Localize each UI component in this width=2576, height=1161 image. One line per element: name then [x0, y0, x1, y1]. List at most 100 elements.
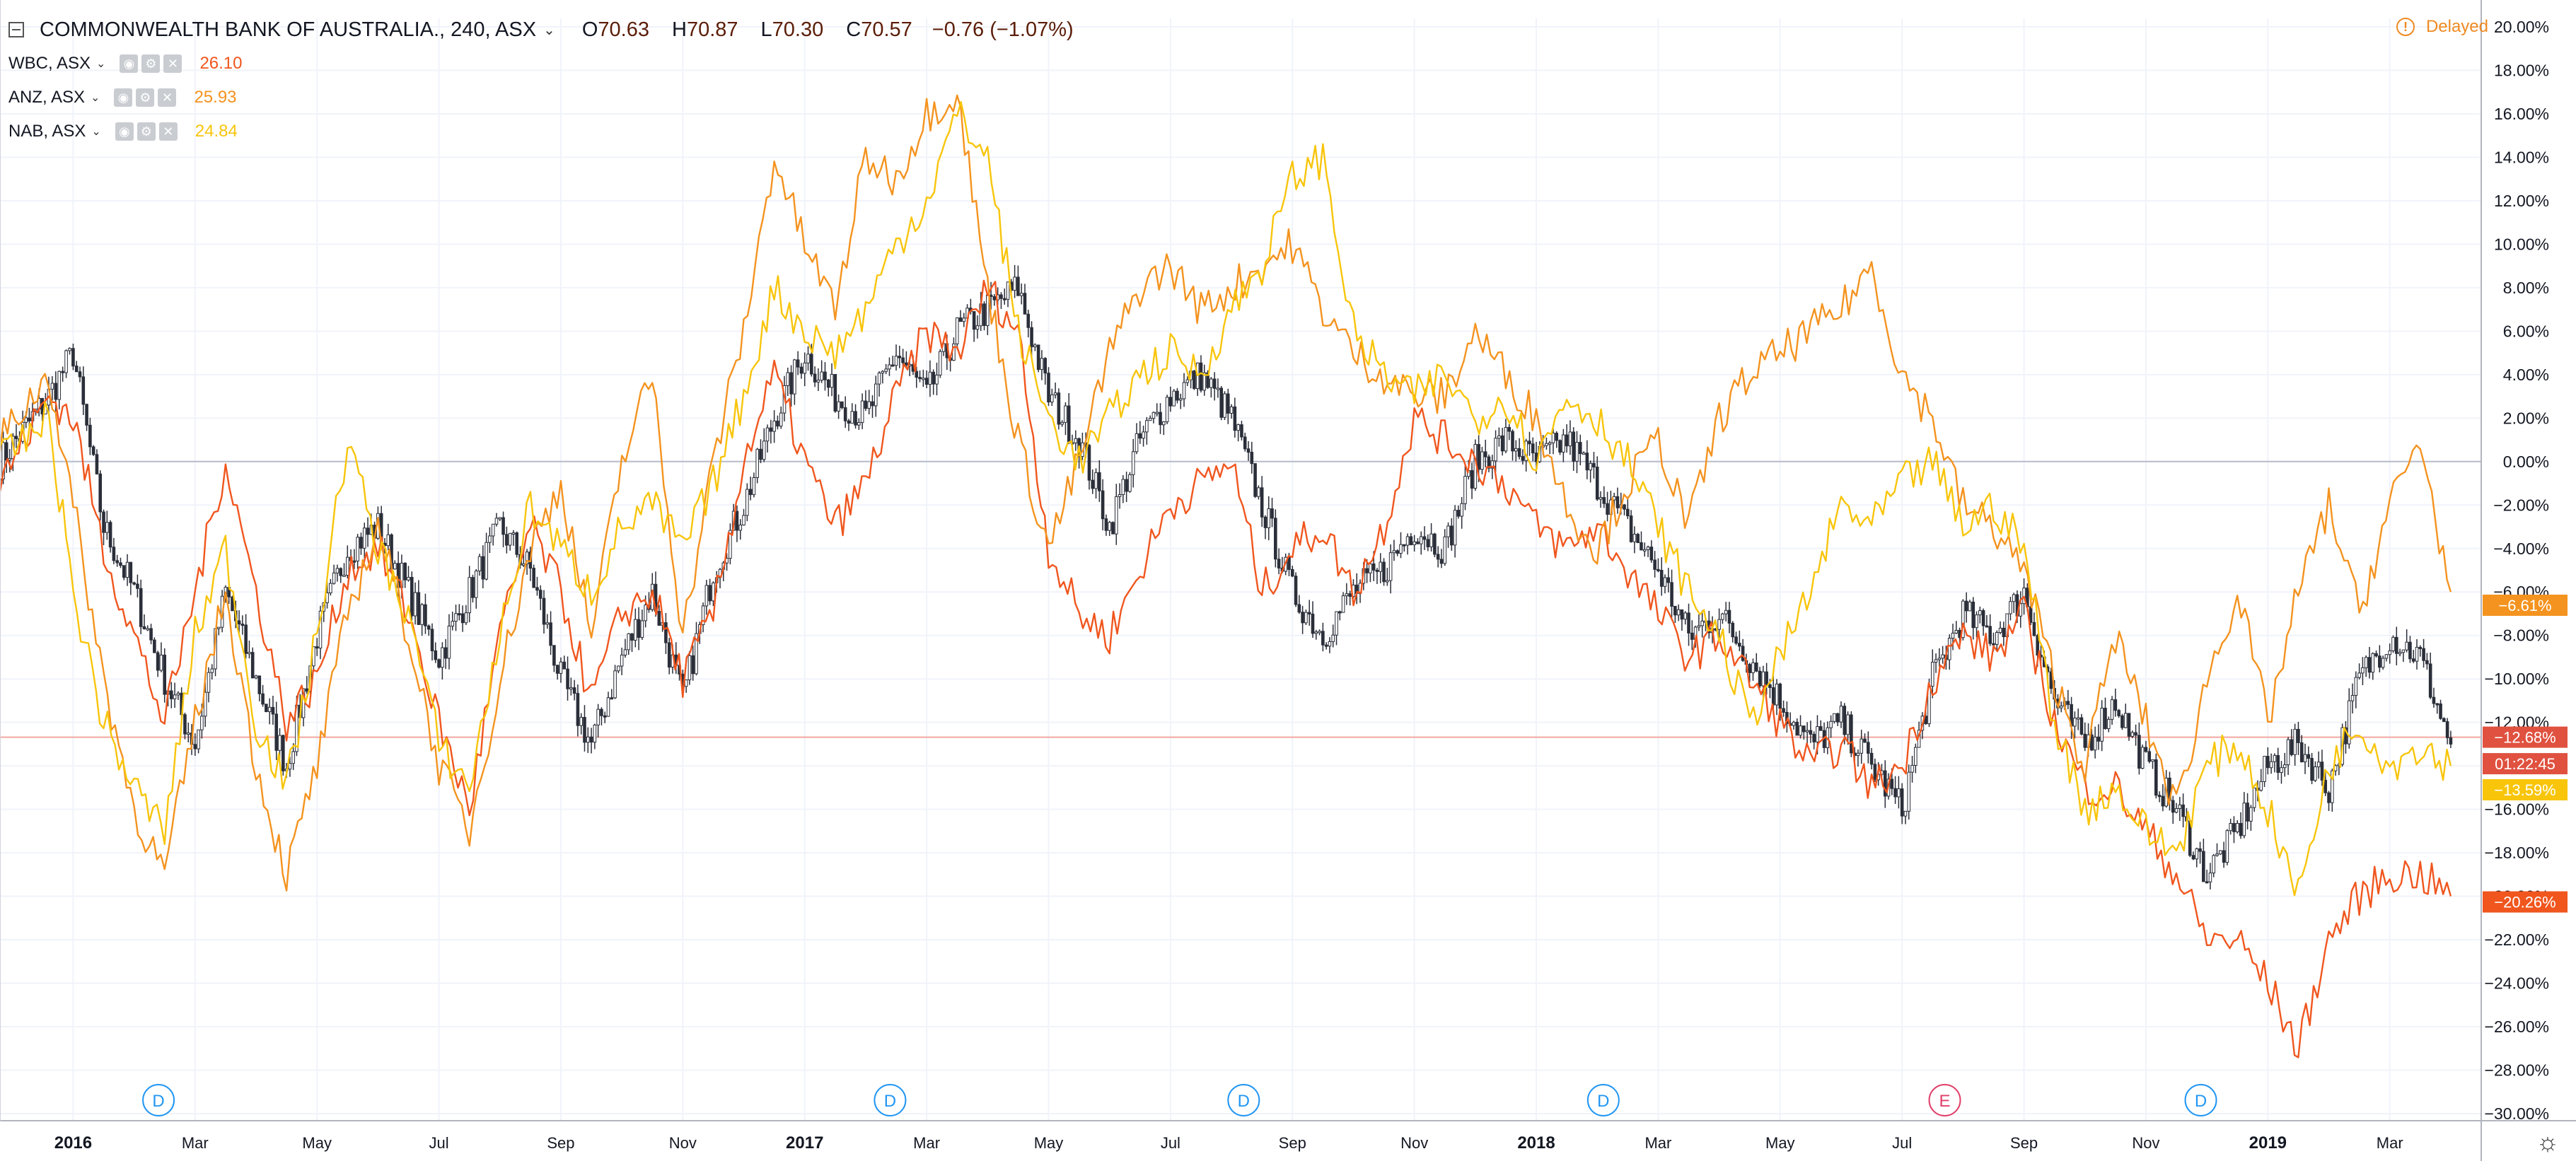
candle-body — [132, 582, 136, 585]
candle-body — [684, 679, 688, 687]
candle-body — [291, 751, 295, 764]
x-tick-label: Nov — [2132, 1134, 2159, 1152]
candle-body — [1433, 533, 1437, 555]
delayed-indicator[interactable]: ! Delayed — [2396, 17, 2488, 37]
candle-body — [2090, 734, 2094, 751]
candle-body — [735, 511, 739, 531]
candle-body — [1108, 522, 1111, 531]
candle-body — [149, 628, 153, 641]
candle-body — [1521, 456, 1525, 461]
dividend-marker: D — [2184, 1084, 2217, 1116]
candle-body — [2398, 652, 2402, 655]
collapse-icon[interactable] — [8, 22, 24, 37]
candle-body — [267, 706, 272, 713]
candle-body — [265, 704, 268, 713]
candle-body — [986, 294, 990, 327]
close-icon[interactable]: ✕ — [163, 54, 182, 73]
candle-body — [1850, 714, 1853, 754]
chevron-down-icon[interactable]: ⌄ — [96, 58, 106, 70]
candle-body — [464, 612, 468, 624]
candle-body — [1297, 604, 1301, 613]
compare-symbol[interactable]: WBC, ASX — [8, 54, 91, 73]
candle-body — [2411, 658, 2415, 662]
candle-body — [1954, 629, 1959, 634]
chevron-down-icon[interactable]: ⌄ — [543, 22, 555, 38]
close-value: 70.57 — [861, 18, 912, 41]
marker-label: E — [1939, 1092, 1951, 1111]
price-label-box — [2483, 726, 2568, 748]
eye-icon[interactable]: ◉ — [120, 54, 139, 73]
y-tick-label: −16.00% — [2485, 800, 2549, 819]
candle-body — [1738, 643, 1741, 647]
marker-label: D — [152, 1092, 164, 1111]
candle-body — [1690, 632, 1694, 640]
y-tick-label: 10.00% — [2494, 235, 2549, 253]
gear-icon[interactable]: ⚙ — [137, 122, 156, 141]
candle-body — [1443, 536, 1447, 564]
candle-body — [2439, 703, 2442, 719]
candle-body — [261, 693, 265, 705]
candle-body — [2282, 764, 2287, 769]
candle-body — [1592, 462, 1596, 468]
candle-body — [122, 565, 126, 578]
candle-body — [2371, 653, 2375, 673]
candle-body — [491, 523, 495, 537]
eye-icon[interactable]: ◉ — [115, 122, 134, 141]
candle-body — [958, 317, 963, 322]
candle-body — [1562, 434, 1565, 453]
candle-body — [810, 354, 813, 375]
chevron-down-icon[interactable]: ⌄ — [91, 92, 100, 104]
candle-body — [1975, 614, 1978, 629]
candle-body — [447, 625, 451, 659]
candle-body — [2249, 807, 2253, 822]
close-icon[interactable]: ✕ — [158, 122, 178, 141]
candle-body — [2323, 779, 2328, 793]
x-tick-label: Mar — [1644, 1134, 1671, 1152]
candle-body — [1047, 373, 1050, 403]
candle-body — [545, 622, 550, 625]
candle-body — [566, 668, 569, 689]
candle-body — [623, 649, 627, 655]
candle-body — [1260, 487, 1264, 518]
candle-body — [1748, 664, 1752, 673]
candle-body — [1866, 742, 1870, 754]
y-tick-label: −2.00% — [2493, 496, 2549, 514]
candle-body — [1676, 609, 1681, 616]
candle-body — [1185, 379, 1190, 383]
candle-body — [918, 377, 922, 380]
candle-body — [68, 348, 71, 351]
compare-value: 24.84 — [195, 122, 238, 141]
candle-body — [4, 442, 8, 461]
candle-body — [752, 477, 756, 496]
candle-body — [2367, 657, 2372, 673]
candle-body — [1030, 327, 1033, 348]
candle-body — [1307, 612, 1311, 614]
gear-icon[interactable]: ⚙ — [136, 88, 155, 107]
main-symbol-label[interactable]: COMMONWEALTH BANK OF AUSTRALIA., 240, AS… — [40, 18, 537, 41]
candle-body — [1941, 654, 1944, 659]
gear-icon[interactable]: ⚙ — [141, 54, 161, 73]
candle-body — [813, 373, 817, 383]
eye-icon[interactable]: ◉ — [114, 88, 133, 107]
candle-body — [28, 417, 31, 421]
candle-body — [14, 436, 18, 439]
compare-symbol[interactable]: NAB, ASX — [8, 122, 86, 141]
chart-settings-icon[interactable]: ☼ — [2536, 1127, 2560, 1156]
candle-body — [532, 568, 535, 588]
candle-body — [644, 605, 647, 622]
candle-body — [1615, 496, 1620, 508]
compare-symbol[interactable]: ANZ, ASX — [8, 88, 86, 107]
close-icon[interactable]: ✕ — [158, 88, 177, 107]
candle-body — [183, 714, 187, 735]
candle-body — [606, 697, 610, 717]
chevron-down-icon[interactable]: ⌄ — [91, 126, 101, 138]
candle-body — [1903, 810, 1908, 817]
candle-body — [1314, 631, 1318, 634]
candle-body — [231, 596, 234, 612]
candle-body — [864, 400, 868, 409]
candle-body — [1450, 525, 1454, 546]
price-label: 01:22:45 — [2483, 753, 2568, 775]
candle-body — [1057, 392, 1061, 425]
